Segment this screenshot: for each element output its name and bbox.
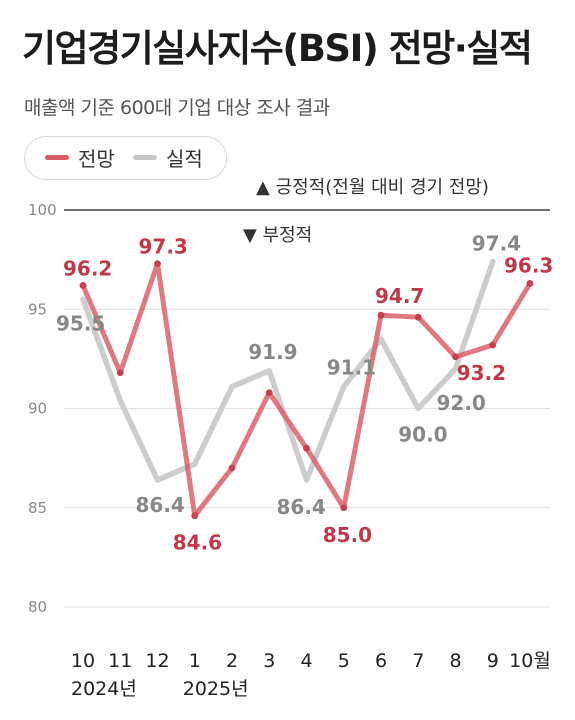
data-point-actual-2 <box>157 479 158 481</box>
x-tick-label-5: 3 <box>263 650 275 672</box>
data-label-forecast-12: 96.3 <box>504 253 553 277</box>
data-label-actual-9: 90.0 <box>398 423 447 447</box>
data-point-actual-9 <box>417 408 419 409</box>
x-tick-label-8: 6 <box>375 650 387 672</box>
data-label-forecast-7: 85.0 <box>323 523 372 547</box>
data-point-forecast-10 <box>452 353 459 361</box>
year-label-3: 2025년 <box>183 678 249 700</box>
chart-data-labels: 96.2 97.3 84.6 85.0 94.7 93.2 96.3 95.5 86.4 91.9… <box>56 232 553 555</box>
data-label-actual-7: 91.1 <box>327 356 376 380</box>
note-negative: ▼ 부정적 <box>243 225 312 246</box>
data-point-forecast-7 <box>340 504 348 512</box>
data-point-forecast-4 <box>228 464 236 472</box>
data-point-forecast-0 <box>79 282 87 289</box>
data-label-forecast-3: 84.6 <box>173 531 222 555</box>
data-point-forecast-11 <box>489 341 497 349</box>
data-point-forecast-3 <box>191 512 199 520</box>
legend-item-forecast: 전망 <box>45 137 115 178</box>
data-label-actual-0: 95.5 <box>56 311 105 335</box>
x-tick-label-10: 8 <box>449 650 461 672</box>
data-point-forecast-8 <box>377 311 385 319</box>
y-tick-label-80: 80 <box>28 598 47 616</box>
data-label-actual-6: 86.4 <box>277 495 326 519</box>
data-point-actual-4 <box>231 386 233 388</box>
legend-swatch-actual <box>133 155 157 160</box>
chart-subtitle: 매출액 기준 600대 기업 대상 조사 결과 <box>24 97 330 119</box>
data-point-actual-5 <box>268 370 270 372</box>
x-tick-label-12: 10월 <box>509 650 551 672</box>
data-point-actual-1 <box>119 400 121 402</box>
year-label-0: 2024년 <box>71 678 137 700</box>
data-point-forecast-1 <box>116 369 124 377</box>
note-positive: ▲ 긍정적(전월 대비 경기 전망) <box>256 177 489 198</box>
chart-grid: 80 85 90 95 100 <box>28 201 550 616</box>
legend-label-actual: 실적 <box>166 147 203 171</box>
y-tick-label-100: 100 <box>28 201 57 219</box>
x-tick-label-11: 9 <box>487 650 499 672</box>
x-tick-label-3: 1 <box>189 650 201 672</box>
data-point-actual-3 <box>194 463 196 465</box>
x-tick-label-0: 10 <box>71 650 95 672</box>
data-point-actual-0 <box>82 298 84 300</box>
x-tick-label-9: 7 <box>412 650 424 672</box>
data-label-forecast-2: 97.3 <box>139 235 188 259</box>
data-label-actual-5: 91.9 <box>248 340 297 364</box>
data-label-actual-10: 92.0 <box>437 391 486 415</box>
x-tick-label-1: 11 <box>108 650 132 672</box>
data-point-forecast-2 <box>154 260 161 267</box>
data-point-forecast-9 <box>414 313 422 321</box>
y-tick-label-95: 95 <box>28 300 47 318</box>
data-point-actual-8 <box>380 338 382 340</box>
chart-series <box>79 258 534 520</box>
data-point-forecast-5 <box>265 389 273 397</box>
page-title: 기업경기실사지수(BSI) 전망·실적 <box>22 27 533 70</box>
x-tick-label-6: 4 <box>300 650 312 672</box>
legend-item-actual: 실적 <box>133 137 203 178</box>
data-point-actual-6 <box>306 479 307 481</box>
x-tick-label-7: 5 <box>338 650 350 672</box>
data-label-forecast-11: 93.2 <box>457 361 506 385</box>
y-tick-label-90: 90 <box>28 400 47 418</box>
data-point-actual-7 <box>343 386 345 388</box>
data-point-actual-11 <box>492 261 494 263</box>
data-label-actual-2: 86.4 <box>136 493 185 517</box>
data-label-actual-11: 97.4 <box>472 232 521 256</box>
data-label-forecast-0: 96.2 <box>63 256 112 280</box>
legend-label-forecast: 전망 <box>78 147 115 171</box>
x-tick-label-4: 2 <box>226 650 238 672</box>
legend-swatch-forecast <box>45 155 69 160</box>
chart-legend: 전망 실적 <box>24 136 227 180</box>
series-line-actual <box>80 258 496 483</box>
data-point-actual-10 <box>455 368 456 370</box>
y-tick-label-85: 85 <box>28 499 47 517</box>
data-point-forecast-6 <box>303 444 310 452</box>
data-label-forecast-8: 94.7 <box>375 284 424 308</box>
x-tick-label-2: 12 <box>145 650 169 672</box>
data-point-forecast-12 <box>526 280 534 287</box>
